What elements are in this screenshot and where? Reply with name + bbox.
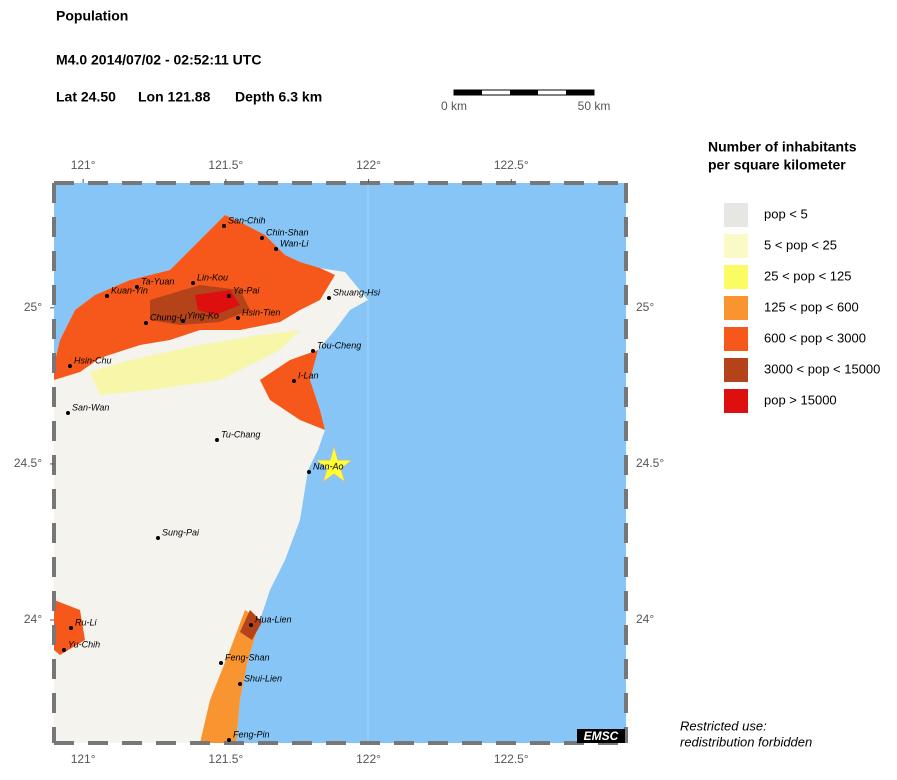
city-dot bbox=[327, 296, 331, 300]
legend-title: Number of inhabitants bbox=[708, 139, 857, 155]
city-dot bbox=[238, 682, 242, 686]
note: redistribution forbidden bbox=[680, 734, 812, 749]
city-label: Ya-Pai bbox=[233, 285, 260, 295]
y-tick-label: 24.5° bbox=[636, 456, 664, 470]
x-tick-label: 122.5° bbox=[494, 158, 529, 172]
city-dot bbox=[66, 411, 70, 415]
x-tick-label: 121.5° bbox=[208, 158, 243, 172]
lat: Lat 24.50 bbox=[56, 89, 116, 105]
legend-label: 3000 < pop < 15000 bbox=[764, 361, 880, 376]
city-label: San-Chih bbox=[228, 215, 266, 225]
city-dot bbox=[292, 379, 296, 383]
legend-label: 5 < pop < 25 bbox=[764, 237, 837, 252]
scale-end: 50 km bbox=[578, 99, 611, 113]
city-dot bbox=[62, 648, 66, 652]
city-dot bbox=[222, 224, 226, 228]
legend-label: pop > 15000 bbox=[764, 392, 837, 407]
city-label: Tu-Chang bbox=[221, 429, 260, 439]
legend-swatch bbox=[724, 203, 748, 227]
legend-swatch bbox=[724, 265, 748, 289]
lon: Lon 121.88 bbox=[138, 89, 211, 105]
city-label: Ta-Yuan bbox=[141, 276, 174, 286]
y-tick-label: 25° bbox=[24, 300, 42, 314]
city-dot bbox=[144, 321, 148, 325]
city-label: Sung-Pai bbox=[162, 527, 200, 537]
city-dot bbox=[227, 294, 231, 298]
city-dot bbox=[135, 285, 139, 289]
city-dot bbox=[249, 623, 253, 627]
city-label: Hsin-Tien bbox=[242, 307, 280, 317]
y-tick-label: 24° bbox=[24, 612, 42, 626]
credit: EMSC bbox=[584, 729, 619, 743]
city-label: Kuan-Yin bbox=[111, 285, 148, 295]
depth: Depth 6.3 km bbox=[235, 89, 322, 105]
city-dot bbox=[219, 661, 223, 665]
scale-start: 0 km bbox=[441, 99, 467, 113]
city-label: I-Lan bbox=[298, 370, 319, 380]
city-label: Chung-Li bbox=[150, 312, 188, 322]
city-dot bbox=[307, 470, 311, 474]
city-dot bbox=[227, 738, 231, 742]
legend-label: 125 < pop < 600 bbox=[764, 299, 859, 314]
city-dot bbox=[260, 236, 264, 240]
city-dot bbox=[105, 294, 109, 298]
x-tick-label: 121° bbox=[71, 752, 96, 766]
city-dot bbox=[236, 316, 240, 320]
event: M4.0 2014/07/02 - 02:52:11 UTC bbox=[56, 52, 261, 68]
city-dot bbox=[68, 364, 72, 368]
city-label: Chin-Shan bbox=[266, 227, 309, 237]
x-tick-label: 121.5° bbox=[208, 752, 243, 766]
city-label: Yu-Chih bbox=[68, 639, 100, 649]
epicenter bbox=[314, 444, 354, 484]
x-tick-label: 122° bbox=[356, 752, 381, 766]
city-label: San-Wan bbox=[72, 402, 109, 412]
city-dot bbox=[69, 626, 73, 630]
city-label: Nan-Ao bbox=[313, 461, 344, 471]
legend-swatch bbox=[724, 389, 748, 413]
title: Population bbox=[56, 8, 128, 24]
city-label: Tou-Cheng bbox=[317, 340, 361, 350]
city-dot bbox=[215, 438, 219, 442]
city-dot bbox=[181, 319, 185, 323]
city-dot bbox=[311, 349, 315, 353]
city-label: Shui-Lien bbox=[244, 673, 282, 683]
legend-label: 25 < pop < 125 bbox=[764, 268, 851, 283]
city-label: Feng-Pin bbox=[233, 729, 270, 739]
legend-swatch bbox=[724, 234, 748, 258]
x-tick-label: 122° bbox=[356, 158, 381, 172]
legend-swatch bbox=[724, 296, 748, 320]
city-label: Shuang-Hsi bbox=[333, 287, 381, 297]
legend-label: 600 < pop < 3000 bbox=[764, 330, 866, 345]
city-dot bbox=[156, 536, 160, 540]
city-label: Wan-Li bbox=[280, 238, 309, 248]
city-dot bbox=[191, 281, 195, 285]
legend-swatch bbox=[724, 327, 748, 351]
city-label: Ru-Li bbox=[75, 617, 98, 627]
legend-title: per square kilometer bbox=[708, 157, 846, 173]
city-label: Ying-Ko bbox=[187, 310, 219, 320]
y-tick-label: 24.5° bbox=[14, 456, 42, 470]
city-label: Lin-Kou bbox=[197, 272, 228, 282]
city-label: Feng-Shan bbox=[225, 652, 270, 662]
scale-bar bbox=[453, 89, 595, 96]
city-dot bbox=[274, 247, 278, 251]
city-label: Hsin-Chu bbox=[74, 355, 112, 365]
x-tick-label: 121° bbox=[71, 158, 96, 172]
y-tick-label: 25° bbox=[636, 300, 654, 314]
legend-label: pop < 5 bbox=[764, 206, 808, 221]
y-tick-label: 24° bbox=[636, 612, 654, 626]
x-tick-label: 122.5° bbox=[494, 752, 529, 766]
note: Restricted use: bbox=[680, 718, 767, 733]
legend-swatch bbox=[724, 358, 748, 382]
city-label: Hua-Lien bbox=[255, 614, 292, 624]
